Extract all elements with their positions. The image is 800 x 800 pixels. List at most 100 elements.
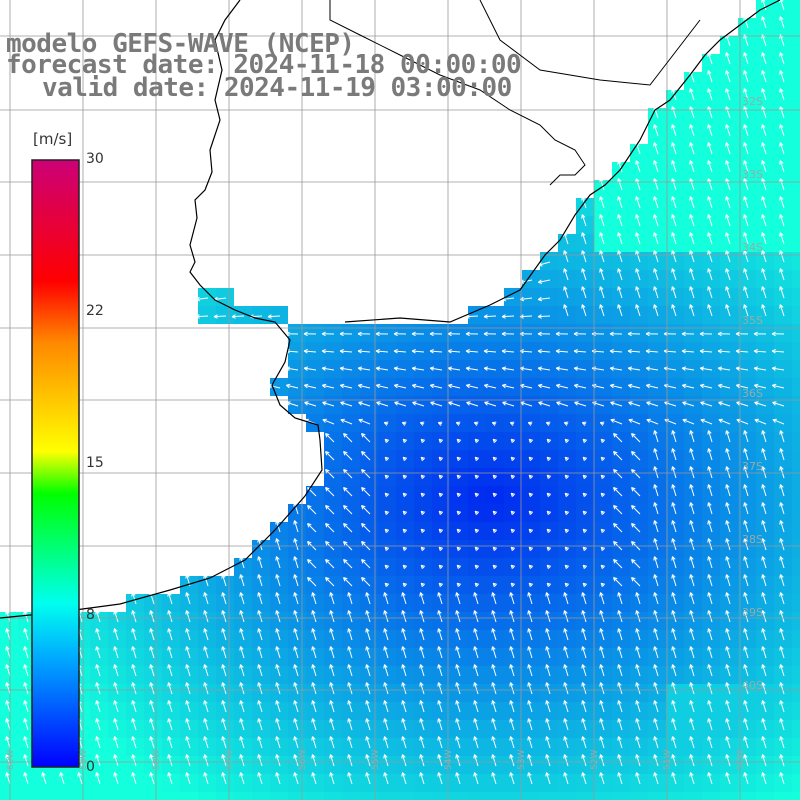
wind-arrow-head — [77, 772, 82, 777]
wind-cell — [324, 756, 342, 774]
wind-cell — [180, 702, 198, 720]
wind-arrow — [743, 160, 749, 173]
wind-cell — [756, 540, 774, 558]
wind-cell — [360, 792, 378, 800]
wind-arrow — [343, 433, 353, 443]
wind-arrow — [743, 574, 749, 587]
wind-arrow-head — [438, 492, 444, 498]
wind-cell — [630, 216, 648, 234]
lat-label: 40S — [742, 679, 763, 692]
wind-arrow — [599, 718, 605, 731]
wind-arrow — [545, 610, 551, 623]
wind-cell — [432, 630, 450, 648]
wind-cell — [684, 342, 702, 360]
wind-arrow-head — [239, 664, 244, 669]
wind-arrow-head — [473, 664, 478, 669]
wind-arrow — [563, 700, 569, 713]
wind-cell — [90, 738, 108, 756]
wind-arrow — [743, 196, 749, 209]
wind-cell — [666, 180, 684, 198]
wind-cell — [576, 234, 594, 252]
wind-cell — [450, 648, 468, 666]
wind-arrow — [779, 214, 785, 227]
wind-arrow — [779, 700, 785, 713]
wind-cell — [648, 288, 666, 306]
wind-arrow-head — [203, 610, 208, 615]
wind-arrow — [383, 754, 389, 767]
wind-arrow — [689, 574, 695, 587]
wind-arrow — [343, 559, 353, 569]
wind-cell — [180, 612, 198, 630]
wind-arrow-head — [582, 438, 588, 444]
wind-arrow — [520, 384, 533, 389]
wind-arrow — [707, 484, 713, 497]
wind-cell — [756, 36, 774, 54]
wind-cell — [522, 720, 540, 738]
wind-cell — [360, 594, 378, 612]
wind-cell — [342, 684, 360, 702]
wind-arrow-head — [725, 268, 730, 273]
wind-arrow-head — [311, 646, 316, 651]
wind-arrow — [340, 367, 353, 371]
wind-arrow-head — [528, 492, 534, 498]
wind-cell — [702, 90, 720, 108]
wind-cell — [450, 666, 468, 684]
wind-cell — [450, 756, 468, 774]
wind-cell — [612, 306, 630, 324]
wind-arrow — [95, 772, 101, 785]
wind-cell — [144, 738, 162, 756]
wind-arrow-head — [753, 366, 759, 371]
wind-arrow-head — [455, 664, 460, 669]
wind-arrow-head — [635, 646, 640, 651]
wind-arrow-head — [5, 736, 10, 741]
wind-cell — [756, 630, 774, 648]
wind-cell — [414, 648, 432, 666]
wind-cell — [666, 648, 684, 666]
wind-arrow — [671, 682, 677, 695]
wind-cell — [666, 252, 684, 270]
wind-arrow-head — [573, 383, 579, 389]
wind-cell — [378, 792, 396, 800]
wind-cell — [504, 306, 522, 324]
wind-arrow — [185, 628, 191, 641]
wind-arrow-head — [167, 736, 172, 741]
wind-arrow — [538, 350, 551, 353]
wind-arrow — [257, 718, 263, 731]
wind-arrow-head — [653, 286, 658, 291]
wind-cell — [486, 648, 504, 666]
wind-cell — [720, 162, 738, 180]
wind-arrow-head — [609, 331, 614, 337]
wind-arrow-head — [599, 718, 604, 723]
wind-cell — [756, 432, 774, 450]
wind-arrow — [527, 610, 533, 623]
wind-arrow-head — [725, 196, 730, 201]
wind-arrow — [743, 178, 749, 191]
wind-cell — [702, 432, 720, 450]
wind-cell — [342, 648, 360, 666]
wind-cell — [306, 792, 324, 800]
wind-arrow-head — [203, 592, 208, 597]
wind-arrow-head — [95, 718, 100, 723]
wind-arrow-head — [671, 160, 676, 165]
wind-arrow-head — [339, 366, 345, 371]
wind-cell — [630, 414, 648, 432]
wind-cell — [738, 468, 756, 486]
wind-cell — [774, 378, 792, 396]
wind-cell — [630, 252, 648, 270]
wind-arrow-head — [545, 664, 550, 669]
wind-arrow — [581, 214, 587, 227]
wind-arrow-head — [149, 772, 154, 777]
wind-cell — [270, 684, 288, 702]
wind-cell — [738, 540, 756, 558]
wind-arrow-head — [653, 754, 658, 759]
wind-cell — [396, 594, 414, 612]
wind-arrow — [617, 304, 623, 317]
wind-cell — [540, 666, 558, 684]
wind-arrow-head — [257, 772, 262, 777]
wind-arrow-head — [743, 268, 748, 273]
wind-cell — [486, 324, 504, 342]
wind-arrow — [329, 646, 335, 659]
lon-label: 57W — [225, 749, 235, 770]
wind-cell — [648, 234, 666, 252]
wind-cell — [162, 720, 180, 738]
